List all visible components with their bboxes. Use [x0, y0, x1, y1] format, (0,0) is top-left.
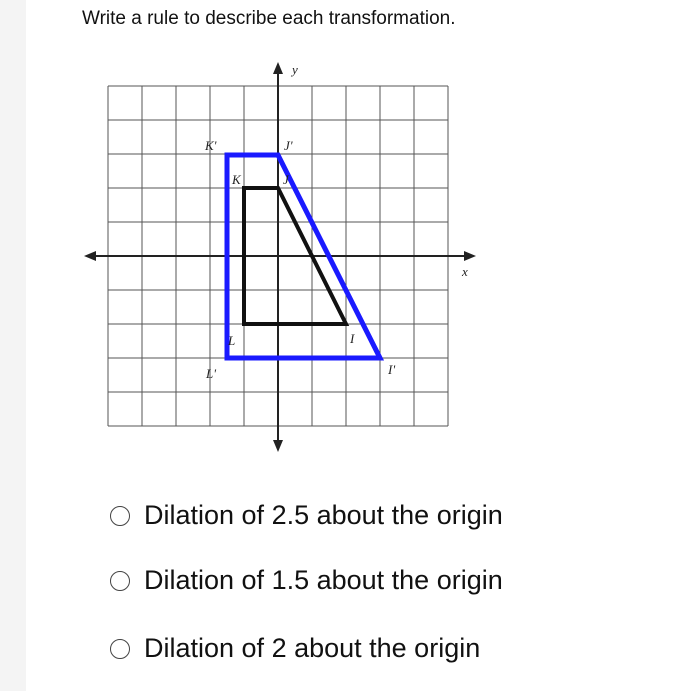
radio-button[interactable] — [110, 570, 130, 591]
answer-option[interactable]: Dilation of 2.5 about the origin — [110, 500, 503, 531]
point-label: I' — [387, 362, 395, 377]
answer-option[interactable]: Dilation of 2 about the origin — [110, 633, 480, 664]
point-label: I — [349, 331, 355, 346]
preimage-shape — [242, 186, 350, 326]
axis-label: y — [290, 62, 298, 77]
axis-label: x — [461, 264, 468, 279]
question-text: Write a rule to describe each transforma… — [82, 8, 456, 29]
radio-button[interactable] — [110, 505, 130, 526]
side-bar — [0, 0, 26, 691]
option-text: Dilation of 1.5 about the origin — [144, 565, 503, 595]
point-label: K' — [204, 138, 217, 153]
point-label: J' — [284, 138, 293, 153]
point-label: L — [227, 333, 235, 348]
option-text: Dilation of 2.5 about the origin — [144, 500, 503, 530]
coordinate-graph: y x K' J' K J L I L' I' — [84, 62, 476, 452]
image-shape — [224, 152, 385, 361]
arrow — [464, 251, 476, 261]
arrow — [273, 62, 283, 74]
point-label: K — [231, 172, 242, 187]
answer-option[interactable]: Dilation of 1.5 about the origin — [110, 565, 503, 596]
point-label: J — [283, 172, 290, 187]
radio-button[interactable] — [110, 638, 130, 659]
option-text: Dilation of 2 about the origin — [144, 633, 481, 663]
arrow — [273, 440, 283, 452]
point-label: L' — [205, 366, 216, 381]
arrow — [84, 251, 96, 261]
